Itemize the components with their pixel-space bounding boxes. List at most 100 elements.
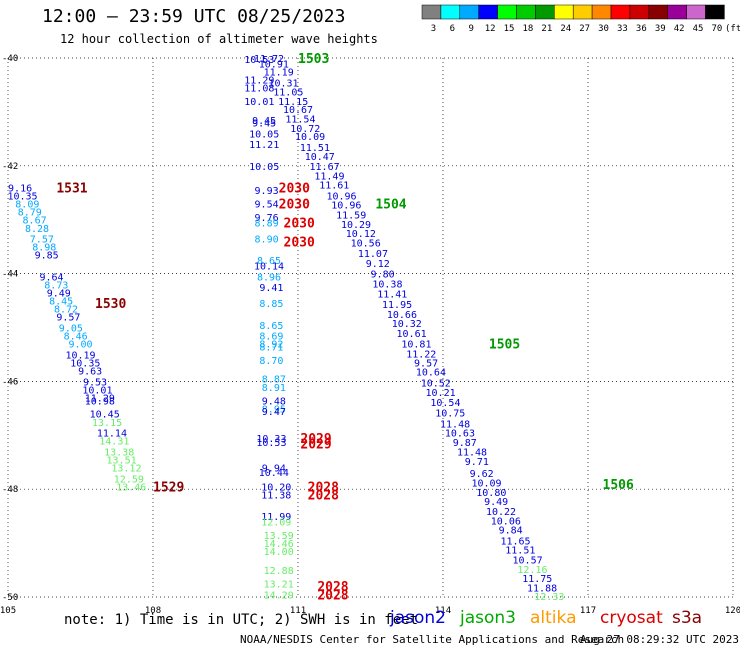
- swh-value-label: 11.15: [278, 97, 308, 108]
- swh-value-label: 11.54: [285, 114, 315, 125]
- swh-value-label: 11.38: [261, 491, 291, 502]
- swh-value-label: 10.96: [326, 191, 356, 202]
- swh-value-label: 8.96: [257, 272, 281, 283]
- swh-value-label: 8.95: [262, 404, 286, 415]
- swh-value-label: 8.79: [18, 208, 42, 219]
- colorbar-swatch: [497, 4, 517, 20]
- swh-value-label: 10.09: [471, 479, 501, 490]
- swh-value-label: 8.73: [44, 280, 68, 291]
- y-tick-label: -50: [2, 593, 18, 603]
- pass-number-label: 1530: [95, 297, 126, 312]
- swh-value-label: 8.85: [259, 299, 283, 310]
- swh-value-label: 10.06: [491, 516, 521, 527]
- swh-value-label: 8.46: [64, 332, 88, 343]
- colorbar-label: 39: [655, 24, 666, 34]
- swh-value-label: 11.65: [500, 536, 530, 547]
- colorbar-swatch: [421, 4, 442, 20]
- footnote: note: 1) Time is in UTC; 2) SWH is in fe…: [64, 612, 419, 628]
- colorbar-label: 15: [504, 24, 515, 34]
- swh-value-label: 11.88: [527, 583, 557, 594]
- colorbar-label: 24: [560, 24, 571, 34]
- swh-value-label: 11.99: [261, 512, 291, 523]
- swh-value-label: 11.05: [273, 87, 303, 98]
- swh-value-label: 12.33: [534, 592, 564, 603]
- swh-value-label: 9.45: [252, 116, 276, 127]
- swh-value-label: 10.53: [244, 55, 274, 66]
- swh-value-label: 9.87: [453, 438, 477, 449]
- chart-title: 12:00 – 23:59 UTC 08/25/2023: [42, 6, 346, 27]
- swh-value-label: 10.67: [283, 105, 313, 116]
- swh-value-label: 10.57: [513, 555, 543, 566]
- swh-value-label: 11.21: [249, 140, 279, 151]
- pass-number-label: 2028: [308, 489, 339, 504]
- pass-number-label: 2028: [308, 481, 339, 496]
- swh-value-label: 10.14: [254, 262, 284, 273]
- legend-s3a: s3a: [672, 608, 703, 628]
- legend-altika: altika: [530, 608, 577, 628]
- swh-value-label: 10.54: [430, 398, 460, 409]
- swh-value-label: 9.62: [470, 469, 494, 480]
- generated-timestamp: Aug 27 08:29:32 UTC 2023: [580, 633, 739, 646]
- swh-value-label: 9.12: [366, 259, 390, 270]
- swh-value-label: 10.35: [70, 359, 100, 370]
- swh-value-label: 8.45: [49, 297, 73, 308]
- swh-value-label: 8.67: [23, 216, 47, 227]
- swh-value-label: 11.75: [522, 574, 552, 585]
- swh-value-label: 10.81: [401, 340, 431, 351]
- swh-value-label: 10.75: [435, 409, 465, 420]
- swh-value-label: 14.29: [264, 590, 294, 601]
- x-tick-label: 111: [290, 606, 306, 616]
- pass-number-label: 2029: [300, 437, 331, 452]
- swh-value-label: 9.63: [78, 367, 102, 378]
- swh-value-label: 8.92: [259, 340, 283, 351]
- y-tick-label: -48: [2, 485, 18, 495]
- swh-value-label: 10.01: [82, 385, 112, 396]
- colorbar-label: 27: [579, 24, 590, 34]
- colorbar-swatch: [648, 4, 668, 20]
- swh-value-label: 10.29: [341, 220, 371, 231]
- swh-value-label: 14.31: [99, 437, 129, 448]
- pass-number-label: 1505: [489, 338, 520, 353]
- pass-number-label: 1504: [375, 198, 406, 213]
- colorbar-swatch: [440, 4, 461, 20]
- x-tick-label: 120: [725, 606, 740, 616]
- swh-value-label: 11.08: [244, 84, 274, 95]
- swh-value-label: 11.19: [264, 67, 294, 78]
- swh-value-label: 12.16: [517, 565, 547, 576]
- swh-value-label: 10.09: [295, 132, 325, 143]
- swh-value-label: 8.72: [54, 305, 78, 316]
- x-tick-label: 114: [435, 606, 451, 616]
- swh-value-label: 11.61: [319, 181, 349, 192]
- swh-value-label: 8.09: [15, 200, 39, 211]
- colorbar-swatch: [667, 4, 687, 20]
- swh-value-label: 11.51: [300, 143, 330, 154]
- swh-value-label: 9.80: [371, 270, 395, 281]
- x-tick-label: 105: [0, 606, 16, 616]
- swh-value-label: 10.20: [261, 483, 291, 494]
- swh-value-label: 10.45: [90, 410, 120, 421]
- swh-value-label: 11.59: [336, 210, 366, 221]
- colorbar-swatch: [610, 4, 631, 20]
- swh-value-label: 9.84: [499, 526, 523, 537]
- colorbar-label: 21: [541, 24, 552, 34]
- colorbar-label: 30: [598, 24, 609, 34]
- colorbar-label: 9: [469, 24, 474, 34]
- swh-value-label: 9.94: [262, 464, 286, 475]
- swh-value-label: 10.01: [244, 97, 274, 108]
- swh-value-label: 10.61: [397, 329, 427, 340]
- swh-value-label: 11.29: [85, 394, 115, 405]
- colorbar-swatch: [629, 4, 650, 20]
- pass-number-label: 2028: [317, 588, 348, 603]
- x-tick-label: 117: [580, 606, 596, 616]
- swh-value-label: 13.15: [92, 418, 122, 429]
- colorbar-swatch: [591, 4, 612, 20]
- swh-value-label: 9.48: [262, 396, 286, 407]
- swh-value-label: 9.93: [255, 186, 279, 197]
- swh-value-label: 10.19: [65, 350, 95, 361]
- pass-number-label: 2030: [284, 216, 315, 231]
- y-tick-label: -44: [2, 270, 18, 280]
- swh-value-label: 9.57: [414, 359, 438, 370]
- pass-number-label: 1506: [603, 478, 634, 493]
- swh-value-label: 9.00: [68, 340, 92, 351]
